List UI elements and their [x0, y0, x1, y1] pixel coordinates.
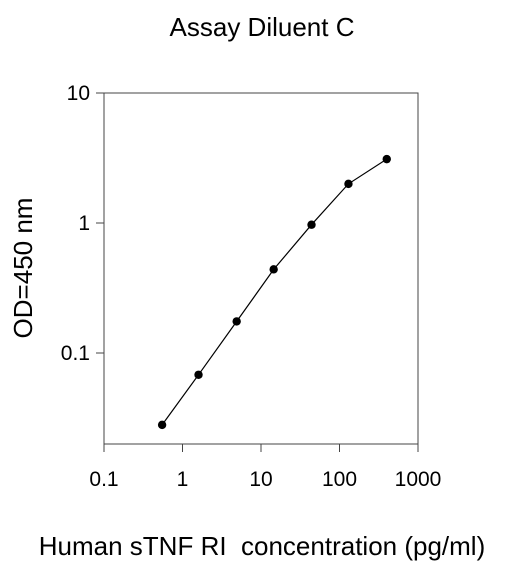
x-tick-label: 0.1	[89, 468, 118, 491]
series-layer	[157, 154, 391, 430]
x-axis: 0.1 1 10 100 1000	[89, 444, 441, 491]
chart-title: Assay Diluent C	[170, 12, 355, 42]
y-axis: 0.1 1 10	[61, 82, 104, 365]
x-tick-label: 1	[177, 468, 189, 491]
plot-area: 0.1 1 10 0.1 1 10 100 1000	[61, 82, 442, 491]
y-tick-label: 0.1	[61, 342, 90, 365]
x-tick-label: 1000	[395, 468, 442, 491]
data-point	[382, 154, 391, 164]
x-axis-label: Human sTNF RI concentration (pg/ml)	[39, 531, 485, 561]
data-point	[232, 317, 241, 326]
x-tick-label: 100	[322, 468, 357, 491]
data-point	[157, 420, 167, 430]
y-axis-label: OD=450 nm	[8, 198, 38, 339]
data-point	[269, 265, 278, 274]
data-point	[307, 220, 316, 229]
x-tick-label: 10	[249, 468, 272, 491]
plot-frame	[103, 92, 419, 445]
y-tick-label: 1	[78, 212, 90, 235]
y-tick-label: 10	[67, 82, 90, 105]
data-point	[344, 179, 353, 189]
series-line	[161, 158, 388, 426]
data-point	[194, 370, 203, 379]
